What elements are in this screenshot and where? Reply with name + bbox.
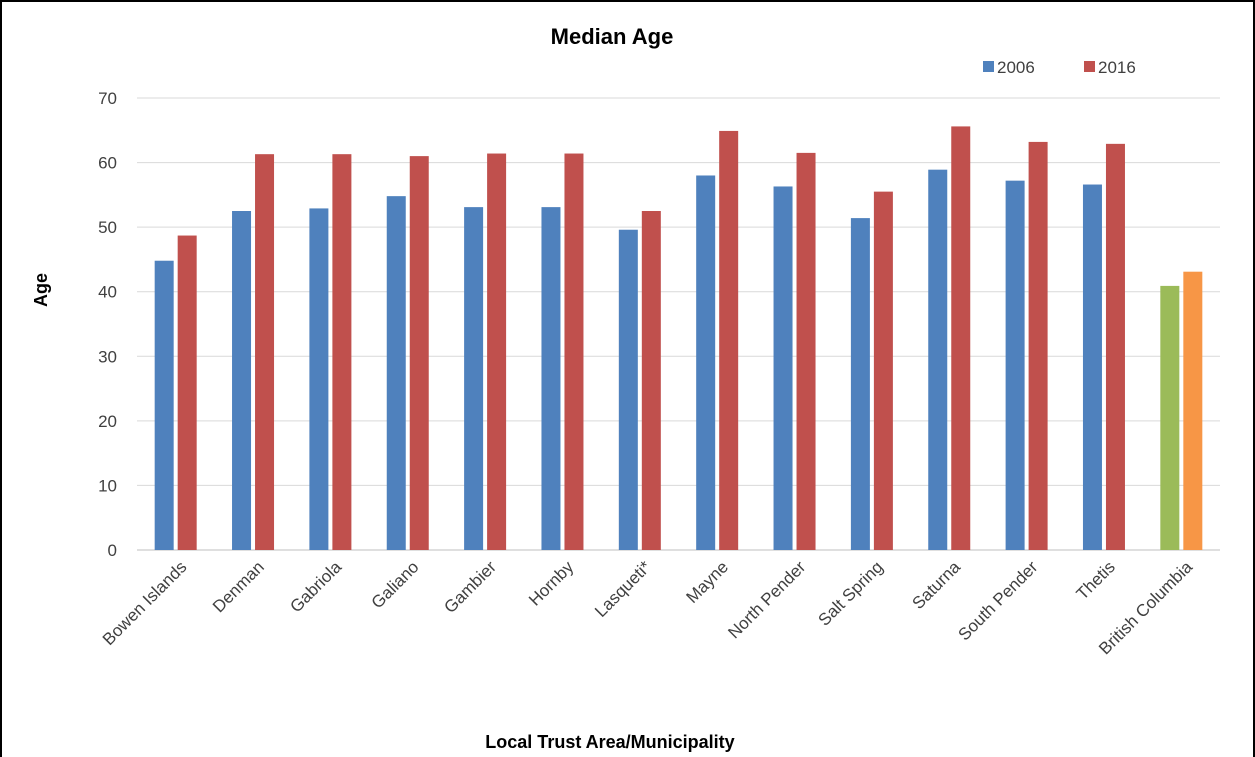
bar-2006-mayne xyxy=(696,175,716,550)
bar-2006-saturna xyxy=(928,169,948,550)
legend-swatch-2006 xyxy=(983,61,994,72)
bar-2006-lasqueti- xyxy=(618,229,638,550)
bar-2016-bowen-islands xyxy=(177,235,197,550)
legend-label-2006: 2006 xyxy=(997,58,1035,77)
y-tick-label: 0 xyxy=(108,541,117,560)
bars xyxy=(154,126,1203,551)
bar-2006-thetis xyxy=(1082,184,1102,551)
chart-title: Median Age xyxy=(551,24,674,49)
legend: 2006 2016 xyxy=(983,58,1136,77)
bar-2006-north-pender xyxy=(773,186,793,550)
y-tick-label: 70 xyxy=(98,89,117,108)
bar-2006-galiano xyxy=(386,196,406,551)
bar-2006-denman xyxy=(232,211,252,550)
bar-2016-gabriola xyxy=(332,154,352,551)
x-axis-title: Local Trust Area/Municipality xyxy=(485,732,734,752)
legend-swatch-2016 xyxy=(1084,61,1095,72)
y-tick-label: 10 xyxy=(98,476,117,495)
y-tick-label: 20 xyxy=(98,412,117,431)
bar-2016-lasqueti- xyxy=(641,211,661,550)
bar-2006-bowen-islands xyxy=(154,260,174,550)
bar-2006-gambier xyxy=(464,207,484,550)
bar-2016-salt-spring xyxy=(873,191,893,550)
bar-2006-british-columbia xyxy=(1160,285,1180,550)
bar-2016-denman xyxy=(255,154,275,551)
bar-2016-saturna xyxy=(951,126,971,550)
y-axis-title: Age xyxy=(31,273,51,307)
bar-2016-mayne xyxy=(719,130,739,550)
bar-2016-thetis xyxy=(1105,143,1125,551)
bar-2006-south-pender xyxy=(1005,180,1025,550)
legend-label-2016: 2016 xyxy=(1098,58,1136,77)
bar-2016-british-columbia xyxy=(1183,271,1203,550)
bar-2016-hornby xyxy=(564,153,584,550)
bar-2006-hornby xyxy=(541,207,561,550)
bar-2016-galiano xyxy=(409,156,429,550)
y-tick-label: 50 xyxy=(98,218,117,237)
bar-2016-gambier xyxy=(487,153,507,550)
y-tick-label: 30 xyxy=(98,347,117,366)
bar-2016-north-pender xyxy=(796,152,816,550)
y-tick-label: 40 xyxy=(98,283,117,302)
bar-2006-gabriola xyxy=(309,208,329,550)
bar-2016-south-pender xyxy=(1028,141,1048,550)
bar-2006-salt-spring xyxy=(850,218,870,551)
y-tick-label: 60 xyxy=(98,154,117,173)
